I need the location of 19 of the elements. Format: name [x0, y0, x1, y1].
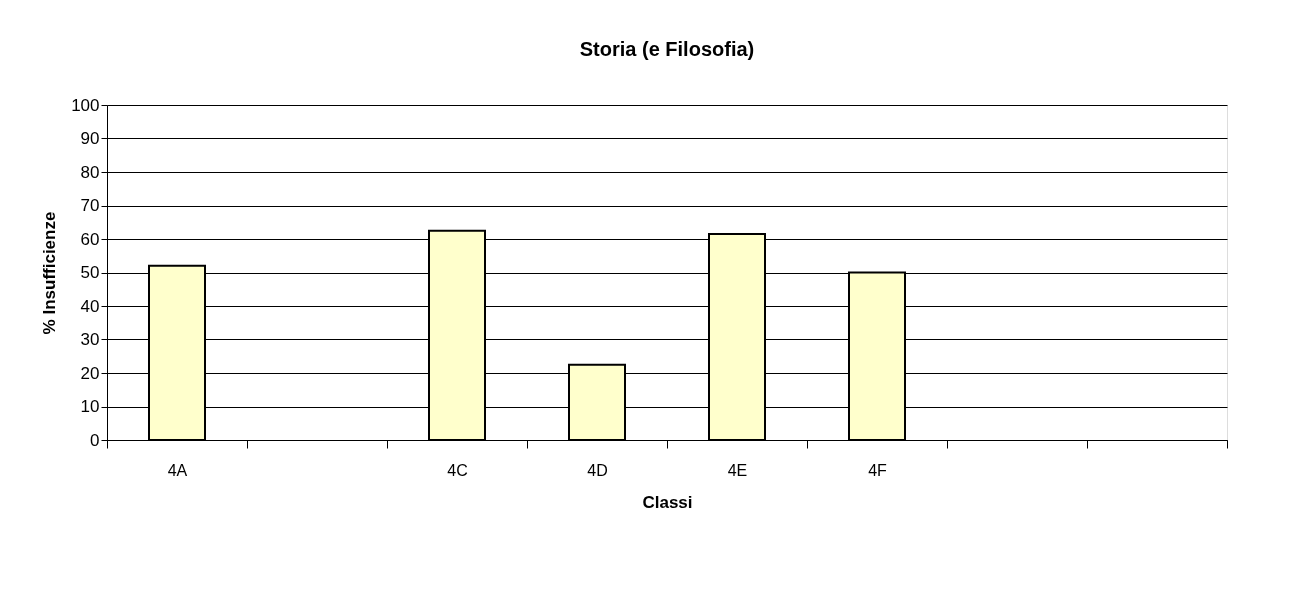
- y-axis-title: % Insufficienze: [40, 211, 60, 335]
- y-tick-label: 0: [90, 430, 100, 450]
- y-tick-label: 70: [80, 196, 100, 215]
- chart-title: Storia (e Filosofia): [579, 38, 755, 60]
- y-tick-label: 30: [80, 330, 100, 349]
- y-tick-label: 90: [80, 129, 100, 148]
- x-tick-label: 4C: [447, 461, 468, 479]
- y-tick-label: 20: [80, 363, 100, 383]
- x-tick-label: 4D: [587, 461, 608, 479]
- x-axis-title: Classi: [642, 492, 693, 512]
- y-tick-label: 100: [71, 95, 100, 115]
- y-tick-label: 60: [80, 229, 100, 249]
- y-tick-label: 40: [80, 296, 100, 316]
- x-tick-label: 4E: [727, 461, 748, 479]
- y-tick-label: 50: [80, 263, 100, 282]
- y-tick-label: 10: [80, 397, 100, 416]
- x-tick-label: 4F: [868, 461, 888, 479]
- y-tick-label: 80: [80, 162, 100, 182]
- x-tick-label: 4A: [167, 461, 188, 479]
